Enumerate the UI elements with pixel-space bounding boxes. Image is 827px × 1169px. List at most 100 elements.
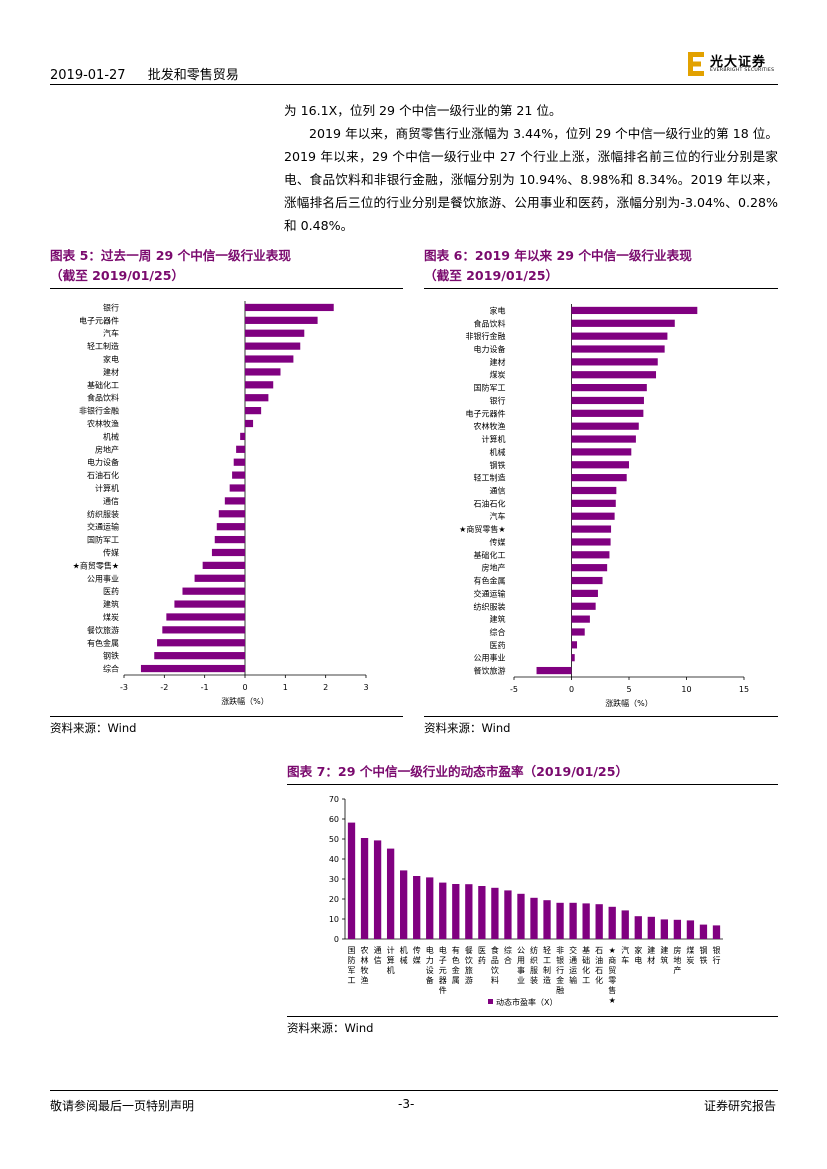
figure5-chart: -3 -2 -1 0 1 2 3 涨跌幅（%） 银行电子元器件汽车轻工制造家电建材基础化工食品饮… [73, 301, 369, 706]
bar [140, 664, 245, 673]
category-label: 汽车 [490, 511, 506, 521]
category-label: 纺织服装 [530, 945, 538, 985]
figure5-title-line2: （截至 2019/01/25） [50, 268, 185, 283]
x-tick-label: 15 [739, 685, 749, 694]
bar [536, 666, 572, 675]
category-label: 房地产 [673, 945, 681, 975]
bar [686, 920, 695, 939]
category-label: 汽车 [103, 328, 119, 338]
category-label: 机械 [103, 431, 119, 441]
figure5-bottom-rule [50, 716, 403, 717]
category-label: 通信 [490, 486, 506, 496]
figure6-bottom-rule [424, 716, 778, 717]
bar [571, 448, 632, 456]
figure5-source: 资料来源：Wind [50, 721, 137, 735]
bar [556, 902, 564, 939]
category-label: 食品饮料 [491, 945, 499, 985]
y-tick-label: 10 [329, 915, 339, 924]
bar [673, 919, 682, 939]
bar [712, 925, 721, 939]
category-label: 综合 [490, 627, 506, 637]
bar [543, 900, 551, 939]
category-label: 农林牧渔 [474, 421, 506, 431]
figure5-title-line1: 图表 5：过去一周 29 个中信一级行业表现 [50, 248, 291, 263]
bar [182, 587, 245, 595]
x-tick-label: -3 [120, 683, 128, 692]
category-label: 轻工制造 [543, 945, 551, 985]
category-label: 基础化工 [582, 945, 590, 985]
bar [386, 848, 395, 939]
category-label: 石油石化 [87, 470, 119, 480]
bar [478, 886, 486, 939]
category-label: 电子元器件 [439, 945, 447, 995]
category-label: 建筑 [103, 599, 119, 609]
header-left: 2019-01-27 批发和零售贸易 [50, 64, 257, 83]
category-label: 计算机 [95, 483, 119, 493]
bar [571, 525, 612, 533]
figure7-title: 图表 7：29 个中信一级行业的动态市盈率（2019/01/25） [287, 764, 629, 779]
category-label: 医药 [103, 586, 119, 596]
bar [452, 884, 460, 939]
figure5-top-rule [50, 288, 403, 289]
bar [647, 916, 655, 939]
category-label: 电力设备 [474, 344, 506, 354]
category-label: 有色金属 [87, 638, 119, 648]
figure7-top-rule [287, 784, 778, 785]
category-label: 机械 [490, 447, 506, 457]
category-label: 非银行金融 [556, 945, 564, 995]
bar [211, 548, 245, 557]
category-label: 国防军工 [87, 535, 119, 545]
bar [571, 654, 575, 662]
x-tick-label: 0 [242, 683, 247, 692]
category-label: 交通运输 [569, 945, 577, 985]
bar [154, 652, 245, 660]
bar [571, 486, 617, 495]
bar [245, 381, 274, 389]
category-label: 传媒 [103, 547, 119, 557]
bar [571, 306, 698, 315]
bar [621, 910, 629, 939]
category-label: 石油石化 [474, 498, 506, 508]
page-number: -3- [398, 1097, 415, 1111]
bar [699, 924, 708, 939]
bar [245, 419, 254, 428]
paragraph-2: 2019 年以来，商贸零售行业涨幅为 3.44%，位列 29 个中信一级行业的第… [284, 126, 778, 233]
y-tick-label: 0 [334, 935, 339, 944]
y-tick-label: 20 [329, 895, 339, 904]
bar [174, 600, 245, 608]
bar [224, 497, 245, 505]
x-tick-label: 10 [681, 685, 691, 694]
category-label: 医药 [490, 640, 506, 650]
bar [194, 574, 245, 582]
y-tick-label: 70 [329, 795, 339, 804]
category-label: 银行 [490, 395, 506, 405]
category-label: 综合 [103, 664, 119, 674]
bar [216, 523, 245, 531]
bar [232, 471, 245, 479]
category-label: 交通运输 [87, 522, 119, 532]
x-tick-label: 2 [323, 683, 328, 692]
bar [426, 877, 434, 939]
bar [571, 409, 644, 417]
bar [202, 561, 245, 569]
category-label: 公用事业 [517, 946, 525, 985]
category-label: 煤炭 [686, 945, 694, 965]
logo-chinese-name: 光大证券 [710, 55, 767, 70]
category-label: 食品饮料 [87, 393, 119, 403]
category-label: 电子元器件 [466, 408, 506, 418]
category-label: 银行 [103, 302, 119, 312]
bar [571, 602, 596, 610]
category-label: 电力设备 [87, 457, 119, 467]
bar [571, 538, 611, 546]
category-label: 非银行金融 [466, 331, 506, 341]
category-label: 有色金属 [452, 945, 460, 985]
bar [465, 884, 473, 939]
category-label: ★商贸零售★ [73, 560, 119, 570]
category-label: 通信 [374, 945, 382, 965]
paragraph-1: 为 16.1X，位列 29 个中信一级行业的第 21 位。 [284, 103, 562, 118]
figure6-title: 图表 6：2019 年以来 29 个中信一级行业表现 （截至 2019/01/2… [424, 246, 692, 286]
category-label: ★商贸零售★ [459, 524, 505, 534]
category-label: 食品饮料 [474, 318, 506, 328]
category-label: 电子元器件 [79, 315, 119, 325]
bar [233, 458, 245, 466]
